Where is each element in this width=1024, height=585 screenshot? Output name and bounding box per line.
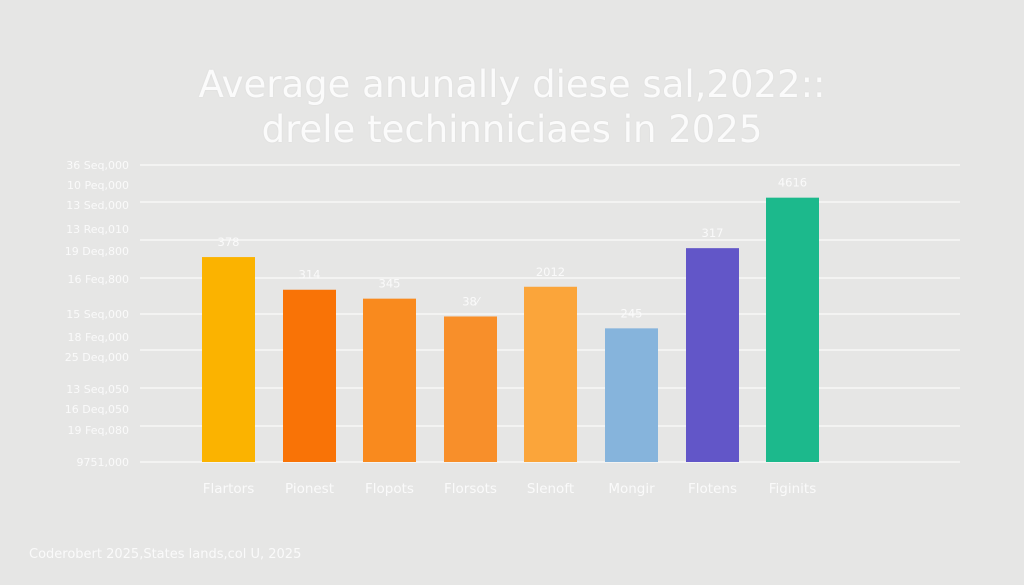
chart-title-line-2: drele techinniciaes in 2025 [261, 108, 763, 151]
y-tick-label: 19 Deq,800 [65, 245, 129, 258]
y-tick-label: 36 Seq,000 [66, 159, 129, 172]
bar-pionest [283, 289, 336, 462]
x-category-label: Figinits [769, 481, 817, 497]
bar-flotens [686, 248, 739, 462]
data-label: 2012 [536, 265, 565, 279]
data-label: 317 [702, 226, 724, 240]
x-category-label: Mongir [608, 481, 655, 497]
y-tick-label: 13 Sed,000 [66, 199, 129, 212]
y-tick-label: 13 Req,010 [66, 223, 129, 236]
data-label: 4616 [778, 176, 807, 190]
data-label: 345 [379, 277, 401, 291]
y-tick-label: 13 Seq,050 [66, 383, 129, 396]
bar-figinits [766, 197, 819, 463]
chart-title-line-1: Average anunally diese sal,2022:: [198, 63, 826, 106]
data-label: 378 [218, 235, 240, 249]
y-tick-label: 9751,000 [77, 456, 130, 469]
x-category-label: Florsots [444, 481, 497, 497]
source-footer: Coderobert 2025,States lands,col U, 2025 [29, 547, 302, 562]
x-category-label: Flotens [688, 481, 737, 497]
y-tick-label: 25 Deq,000 [65, 351, 129, 364]
bar-flopots [363, 298, 416, 462]
y-tick-label: 15 Seq,000 [66, 308, 129, 321]
data-label: 38⁄ [462, 294, 482, 308]
bar-florsots [444, 316, 497, 462]
x-category-label: Pionest [285, 481, 334, 497]
y-tick-label: 16 Deq,050 [65, 403, 129, 416]
y-tick-label: 10 Peq,000 [67, 179, 129, 192]
bar-mongir [605, 328, 658, 462]
data-label: 245 [621, 306, 643, 320]
y-tick-label: 16 Feq,800 [68, 273, 129, 286]
x-category-label: Flopots [365, 481, 414, 497]
y-tick-label: 18 Feq,000 [68, 331, 129, 344]
x-category-label: Flartors [203, 481, 254, 497]
x-category-label: Slenoft [527, 481, 574, 497]
y-tick-label: 19 Feq,080 [68, 424, 129, 437]
data-label: 314 [299, 268, 321, 282]
bar-slenoft [524, 286, 577, 462]
bar-flartors [202, 257, 255, 462]
